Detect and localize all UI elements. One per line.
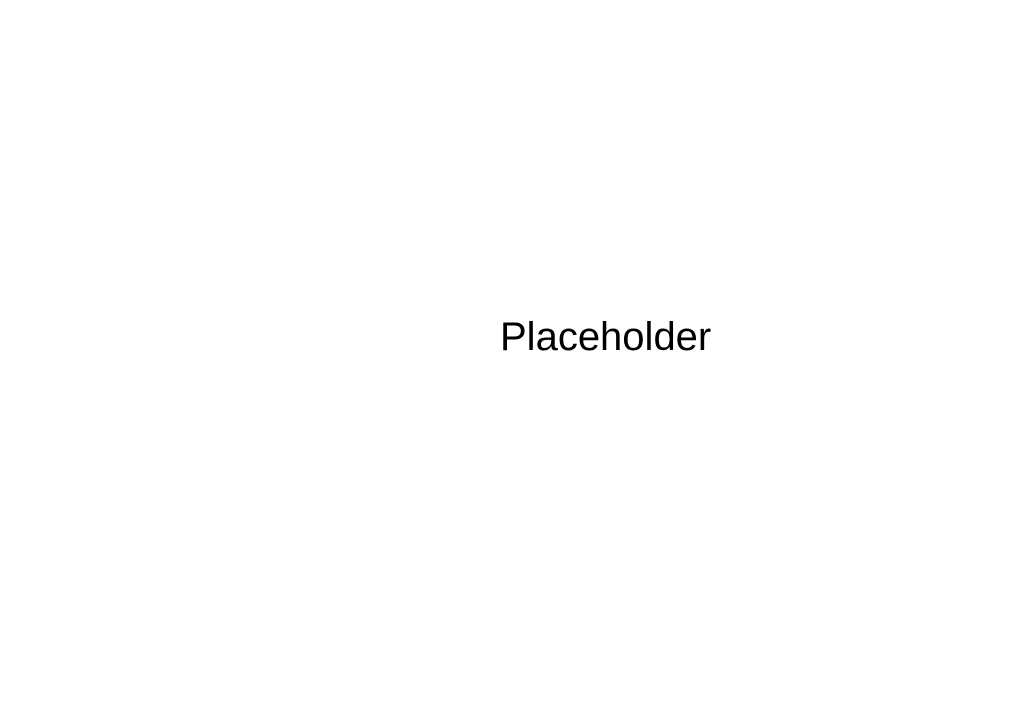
- svg-text:Placeholder: Placeholder: [500, 315, 711, 359]
